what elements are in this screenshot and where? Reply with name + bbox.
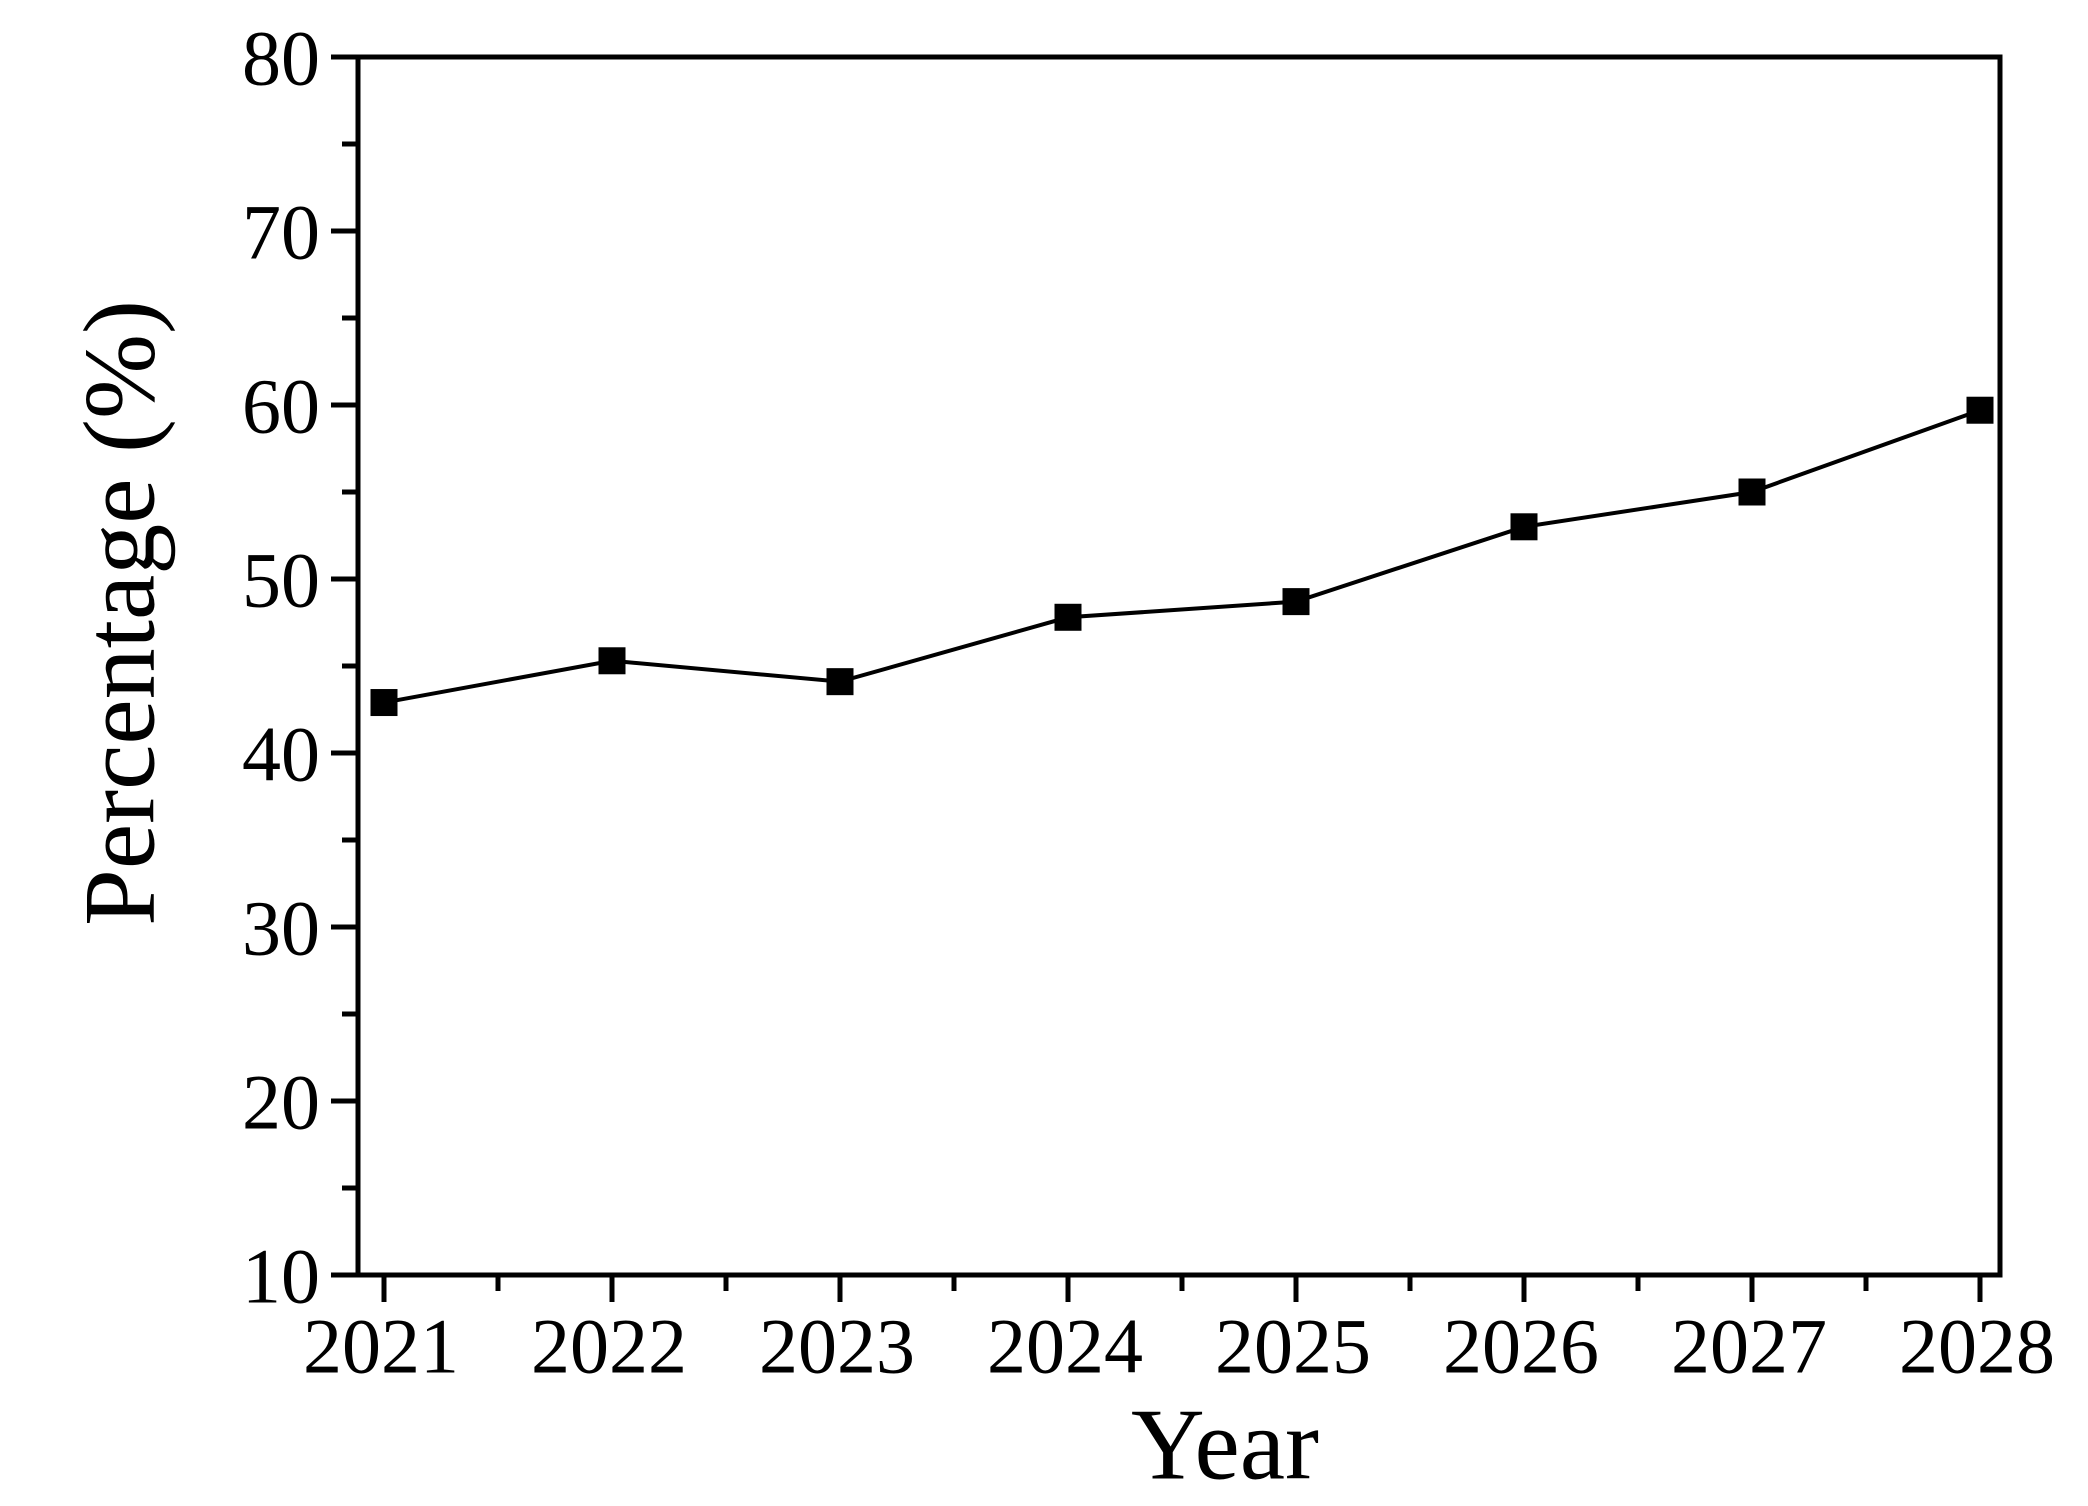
y-tick-label: 30 xyxy=(242,884,320,971)
y-tick-label: 10 xyxy=(242,1232,320,1319)
data-point-marker xyxy=(370,689,398,717)
x-tick-label: 2023 xyxy=(759,1302,915,1389)
x-axis-title: Year xyxy=(1131,1389,1319,1502)
y-tick-label: 20 xyxy=(242,1058,320,1145)
data-point-marker xyxy=(1510,513,1538,541)
x-tick-label: 2021 xyxy=(303,1302,459,1389)
x-tick-label: 2022 xyxy=(531,1302,687,1389)
x-tick-label: 2028 xyxy=(1899,1302,2055,1389)
plot-border xyxy=(355,54,2003,1278)
y-tick-label: 60 xyxy=(242,362,320,449)
data-point-marker xyxy=(1966,396,1994,424)
y-tick-label: 50 xyxy=(242,536,320,623)
data-point-marker xyxy=(1738,478,1766,506)
y-axis-title: Percentage (%) xyxy=(64,300,177,926)
y-tick-label: 70 xyxy=(242,188,320,275)
y-tick-label: 40 xyxy=(242,710,320,797)
x-tick-label: 2027 xyxy=(1671,1302,1827,1389)
data-point-marker xyxy=(826,668,854,696)
data-point-marker xyxy=(1054,603,1082,631)
series-line xyxy=(383,408,1981,705)
data-point-marker xyxy=(1282,588,1310,616)
plot-area: 10 20 30 40 50 60 70 80 2021 2022 2023 2024 2025 2026… xyxy=(242,14,2055,1389)
data-point-marker xyxy=(598,647,626,675)
x-tick-label: 2024 xyxy=(987,1302,1143,1389)
x-tick-label: 2025 xyxy=(1215,1302,1371,1389)
x-tick-label: 2026 xyxy=(1443,1302,1599,1389)
y-tick-label: 80 xyxy=(242,14,320,101)
